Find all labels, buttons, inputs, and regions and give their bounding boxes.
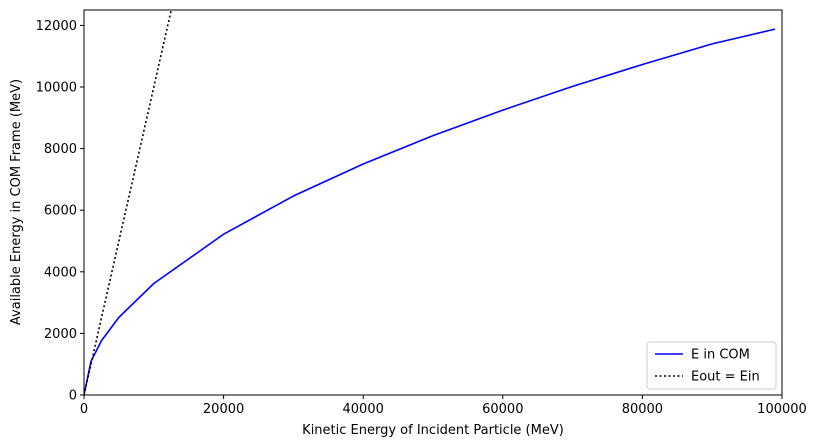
- x-axis-label: Kinetic Energy of Incident Particle (MeV…: [302, 423, 564, 438]
- series-line-eout-equals-ein: [84, 10, 173, 395]
- y-tick-label: 10000: [36, 81, 77, 96]
- y-tick-label: 4000: [44, 265, 77, 280]
- y-tick-label: 0: [69, 389, 77, 404]
- legend: E in COM Eout = Ein: [646, 341, 777, 390]
- x-tick-label: 60000: [482, 402, 523, 417]
- plot-frame: [83, 9, 783, 396]
- legend-label: Eout = Ein: [691, 370, 760, 385]
- y-tick-label: 8000: [44, 142, 77, 157]
- plot-area: [84, 10, 782, 395]
- y-tick-label: 12000: [36, 19, 77, 34]
- x-tick-label: 100000: [757, 402, 807, 417]
- x-tick-label: 0: [80, 402, 88, 417]
- y-tick-label: 2000: [44, 327, 77, 342]
- y-tick-label: 6000: [44, 204, 77, 219]
- x-tick-label: 40000: [343, 402, 384, 417]
- series-line-e-in-com: [84, 28, 776, 395]
- x-tick-label: 80000: [622, 402, 663, 417]
- x-tick-label: 20000: [203, 402, 244, 417]
- y-axis-label: Available Energy in COM Frame (MeV): [9, 79, 24, 325]
- legend-label: E in COM: [691, 348, 750, 363]
